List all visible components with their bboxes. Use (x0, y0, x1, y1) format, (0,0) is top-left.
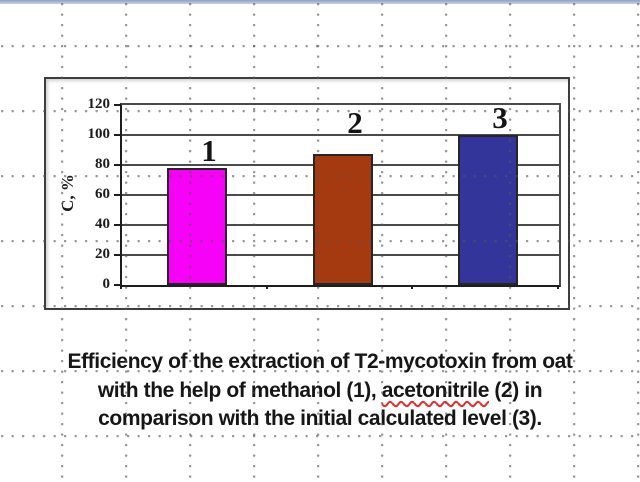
caption-line-2: with the help of methanol (1), acetonitr… (0, 377, 640, 406)
bar-2-acetonitrile (313, 154, 373, 285)
y-tick-mark-40 (114, 224, 120, 226)
chart-caption: Efficiency of the extraction of T2-mycot… (0, 348, 640, 434)
x-tick-mark-1 (266, 285, 268, 289)
window-top-edge (0, 0, 640, 4)
caption-line-2-post: (2) in (488, 378, 543, 402)
y-tick-mark-60 (114, 194, 120, 196)
x-tick-mark-3 (557, 285, 559, 289)
y-tick-label-120: 120 (87, 96, 111, 112)
misspelled-word: acetonitrile (381, 378, 490, 402)
x-tick-mark-0 (120, 285, 122, 289)
y-tick-mark-80 (114, 164, 120, 166)
y-tick-label-40: 40 (95, 216, 110, 232)
y-tick-label-20: 20 (95, 246, 110, 262)
plot-area: 1 2 3 (120, 100, 561, 287)
x-tick-mark-2 (411, 285, 413, 289)
caption-line-2-pre: with the help of methanol (1), (97, 378, 382, 402)
y-tick-mark-100 (114, 134, 120, 136)
y-tick-label-60: 60 (95, 186, 110, 202)
bar-label-3: 3 (492, 100, 508, 135)
y-tick-label-100: 100 (87, 126, 111, 142)
caption-line-1: Efficiency of the extraction of T2-mycot… (67, 350, 573, 373)
y-tick-label-80: 80 (95, 156, 110, 172)
bar-1-methanol (167, 168, 227, 285)
y-tick-mark-120 (114, 104, 120, 106)
y-tick-label-0: 0 (102, 276, 111, 292)
bar-3-initial-calculated-level (458, 135, 518, 285)
caption-line-3: comparison with the initial calculated l… (98, 407, 542, 430)
bar-label-1: 1 (201, 133, 217, 168)
bar-label-2: 2 (347, 105, 363, 140)
y-tick-mark-20 (114, 254, 120, 256)
